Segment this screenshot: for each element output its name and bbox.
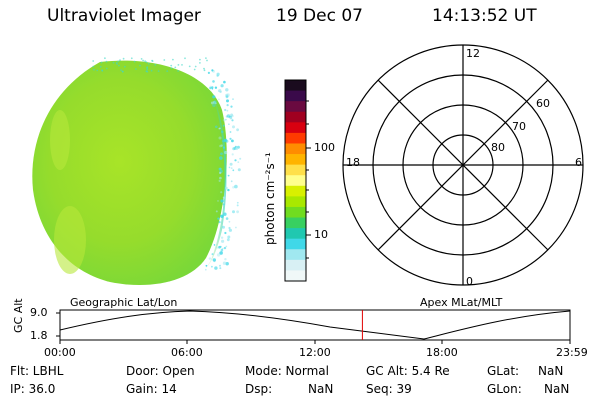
colorbar [284,79,311,282]
colorbar-cell [285,132,306,145]
info-filter: Flt: LBHL [10,364,64,378]
colorbar-cell [285,228,306,240]
colorbar-cell [285,111,306,123]
timeline-plot [56,309,571,344]
time-label: 14:13:52 UT [432,6,537,26]
info-gc-alt: GC Alt: 5.4 Re [366,364,450,378]
info-door: Door: Open [126,364,195,378]
timeline-y-top: 9.0 [30,306,48,319]
instrument-title: Ultraviolet Imager [47,6,201,26]
colorbar-tick-100: 100 [314,141,335,154]
timeline-right-label: Apex MLat/MLT [420,296,503,309]
polar-ring-label-60: 60 [536,97,550,110]
colorbar-cell [285,143,306,155]
colorbar-cell [285,185,306,197]
colorbar-cell [285,238,306,250]
polar-label-18: 18 [346,156,360,169]
colorbar-cell [285,217,306,229]
colorbar-cell [285,259,306,272]
info-mode: Mode: Normal [245,364,329,378]
colorbar-cell [285,196,306,208]
colorbar-unit-label: photon cm⁻²s⁻¹ [263,152,277,245]
polar-plot [342,44,584,286]
info-dsp-value: NaN [308,382,334,396]
info-glat-label: GLat: [487,364,520,378]
info-glat-value: NaN [538,364,564,378]
polar-ring-label-70: 70 [512,120,526,133]
timeline-tick-1200: 12:00 [299,346,331,359]
info-glon-value: NaN [544,382,570,396]
timeline-tick-0600: 06:00 [171,346,203,359]
polar-label-12: 12 [466,47,480,60]
timeline-axis-label: GC Alt [12,298,25,333]
timeline-tick-2359: 23:59 [556,346,588,359]
colorbar-cell [285,249,306,261]
colorbar-cell [285,164,306,176]
colorbar-cell [285,270,306,282]
colorbar-cell [285,80,306,92]
date-label: 19 Dec 07 [276,6,363,26]
polar-label-6: 6 [575,156,582,169]
timeline-tick-0000: 00:00 [44,346,76,359]
colorbar-cell [285,206,306,219]
timeline-left-label: Geographic Lat/Lon [70,296,178,309]
info-ip: IP: 36.0 [10,382,56,396]
colorbar-cell [285,122,306,134]
polar-ring-label-80: 80 [491,141,505,154]
info-glon-label: GLon: [487,382,522,396]
colorbar-cell [285,154,306,166]
info-seq: Seq: 39 [366,382,412,396]
polar-label-0: 0 [466,275,473,288]
uv-earth-image [32,57,242,286]
info-gain: Gain: 14 [126,382,177,396]
colorbar-cell [285,175,306,187]
altitude-curve [59,310,571,340]
timeline-tick-1800: 18:00 [426,346,458,359]
limb-scatter [92,57,242,271]
timeline-y-bottom: 1.8 [30,329,48,342]
colorbar-tick-10: 10 [314,228,328,241]
colorbar-cell [285,90,306,102]
info-dsp-label: Dsp: [245,382,273,396]
colorbar-cell [285,101,306,113]
